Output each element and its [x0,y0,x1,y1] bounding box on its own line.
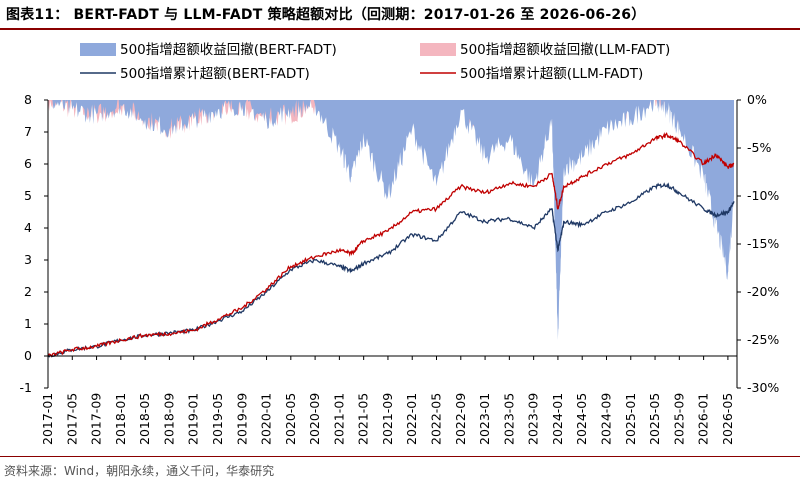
left-tick-label: 6 [24,156,32,171]
left-tick-label: 7 [24,124,32,139]
x-tick-label: 2021-01 [331,393,346,445]
x-tick-label: 2023-09 [526,393,541,445]
legend-label-llm_dd: 500指增超额收益回撤(LLM-FADT) [460,42,670,58]
x-tick-label: 2018-05 [137,393,152,445]
legend-label-bert_dd: 500指增超额收益回撤(BERT-FADT) [120,42,337,58]
left-tick-label: 1 [24,316,32,331]
line-llm_line [47,131,735,358]
x-tick-label: 2023-05 [501,393,516,445]
right-tick-label: -25% [747,332,779,347]
right-tick-label: -10% [747,188,779,203]
x-tick-label: 2021-09 [380,393,395,445]
left-tick-label: -1 [20,380,32,395]
x-tick-label: 2020-09 [307,393,322,445]
x-tick-label: 2023-01 [477,393,492,445]
x-tick-label: 2020-05 [283,393,298,445]
x-tick-label: 2019-05 [210,393,225,445]
left-tick-label: 8 [24,92,32,107]
chart-svg: 500指增超额收益回撤(BERT-FADT) 500指增超额收益回撤(LLM-FA… [20,42,780,445]
drawdown-areas [48,100,734,340]
left-tick-label: 3 [24,252,32,267]
x-tick-label: 2019-09 [234,393,249,445]
x-tick-label: 2017-01 [40,393,55,445]
bottom-rule [0,456,800,457]
x-tick-label: 2022-05 [429,393,444,445]
x-tick-label: 2018-09 [161,393,176,445]
x-tick-label: 2020-01 [259,393,274,445]
legend-swatch-llm_dd [420,43,456,56]
source-note: 资料来源：Wind，朝阳永续，通义千问，华泰研究 [4,464,275,478]
x-tick-label: 2024-01 [550,393,565,445]
left-tick-label: 2 [24,284,32,299]
x-tick-label: 2025-05 [647,393,662,445]
left-tick-label: 5 [24,188,32,203]
cumulative-lines [47,131,735,358]
x-tick-label: 2024-05 [574,393,589,445]
x-tick-label: 2025-01 [623,393,638,445]
x-tick-label: 2024-09 [598,393,613,445]
x-tick-label: 2025-09 [671,393,686,445]
legend-swatch-bert_dd [80,43,116,56]
axes: -1 0 1 2 3 4 5 6 7 8 -30% -25% -20% -15% -10% -5% 0% 2017… [20,92,780,445]
x-tick-label: 2018-01 [113,393,128,445]
x-tick-label: 2022-09 [453,393,468,445]
plot-area: -1 0 1 2 3 4 5 6 7 8 -30% -25% -20% -15% -10% -5% 0% 2017… [20,92,780,445]
chart-title: 图表11： BERT-FADT 与 LLM-FADT 策略超额对比（回测期：20… [6,7,646,23]
right-tick-label: -20% [747,284,779,299]
right-tick-label: -15% [747,236,779,251]
x-tick-label: 2021-05 [356,393,371,445]
title-rule [0,28,800,30]
x-tick-label: 2022-01 [404,393,419,445]
drawdown-area-bert_dd [48,100,734,340]
x-tick-label: 2019-01 [186,393,201,445]
right-tick-label: -30% [747,380,779,395]
line-bert_line [47,182,735,358]
x-tick-label: 2026-01 [696,393,711,445]
left-tick-label: 0 [24,348,32,363]
left-tick-label: 4 [24,220,32,235]
x-tick-label: 2026-05 [720,393,735,445]
x-tick-label: 2017-05 [64,393,79,445]
legend: 500指增超额收益回撤(BERT-FADT) 500指增超额收益回撤(LLM-FA… [80,42,670,82]
legend-label-bert_line: 500指增累计超额(BERT-FADT) [120,66,310,82]
right-tick-label: -5% [747,140,771,155]
x-tick-label: 2017-09 [89,393,104,445]
legend-label-llm_line: 500指增累计超额(LLM-FADT) [460,66,643,82]
right-tick-label: 0% [747,92,767,107]
